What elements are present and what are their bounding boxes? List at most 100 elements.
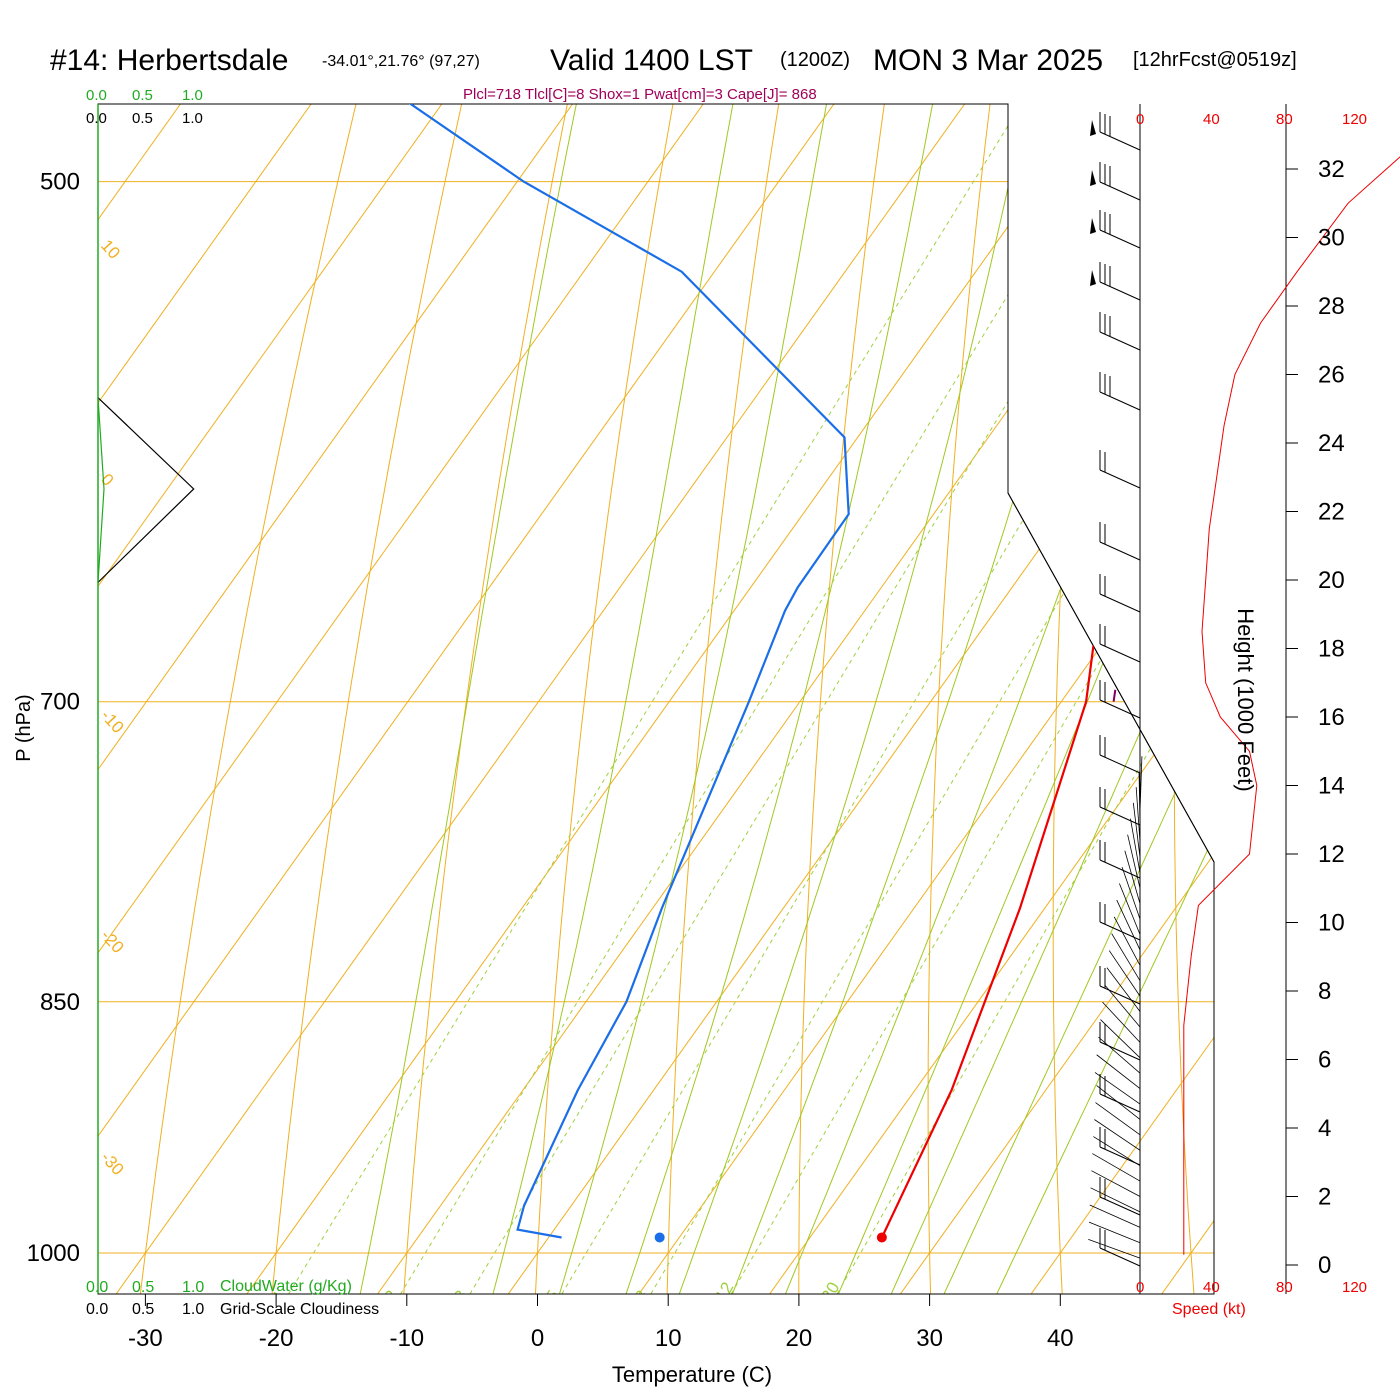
dewpoint-line: [309, 104, 1002, 1239]
isotherm-line: [98, 104, 312, 1294]
pressure-tick-label: 500: [40, 169, 80, 196]
valid-date: MON 3 Mar 2025: [873, 44, 1103, 77]
wind-barb: [1104, 984, 1141, 1028]
height-tick-label: 28: [1318, 293, 1345, 320]
wind-barb: [1127, 834, 1141, 889]
cloudwater-top-0: 0.0: [86, 87, 107, 104]
mixing-ratio-line: [267, 104, 1188, 1294]
forecast-info: [12hrFcst@0519z]: [1133, 49, 1297, 71]
wind-barb: [1088, 1238, 1141, 1259]
station-title: #14: Herbertsdale: [50, 44, 288, 77]
wind-barb: [1099, 131, 1141, 151]
speed-bottom-120: 120: [1342, 1279, 1367, 1296]
cloudiness-top-0: 0.0: [86, 110, 107, 127]
isotherm-line: [98, 104, 835, 1294]
cloudwater-marker: [97, 397, 105, 583]
speed-top-0: 0: [1136, 111, 1144, 128]
height-tick-label: 18: [1318, 636, 1345, 663]
wind-barb: [1102, 1001, 1141, 1043]
wind-barb: [1130, 818, 1141, 873]
cloudwater-top-05: 0.5: [132, 87, 153, 104]
wind-barb: [1099, 331, 1141, 351]
pressure-tick-label: 850: [40, 989, 80, 1016]
temperature-tick-label: 20: [786, 1325, 813, 1352]
height-tick-label: 10: [1318, 910, 1345, 937]
height-tick-label: 20: [1318, 567, 1345, 594]
wind-barb: [1099, 985, 1141, 1005]
speed-bottom-40: 40: [1203, 1279, 1220, 1296]
speed-bottom-80: 80: [1276, 1279, 1293, 1296]
wind-barb: [1099, 859, 1141, 879]
moist-adiabat: [666, 104, 1214, 1294]
mixing-ratio-label: 8: [631, 1287, 652, 1305]
wind-barb: [1119, 883, 1141, 935]
wind-barbs: [1088, 112, 1143, 1267]
dry-adiabat: [927, 104, 1176, 1294]
wind-barb: [1099, 643, 1141, 663]
pressure-tick-label: 700: [40, 689, 80, 716]
zulu-time: (1200Z): [780, 49, 850, 71]
wind-speed-profile: [1183, 156, 1400, 1255]
wind-barb: [1094, 1119, 1141, 1151]
isotherm-line: [98, 104, 443, 1294]
height-tick-label: 32: [1318, 156, 1345, 183]
height-tick-label: 2: [1318, 1184, 1331, 1211]
wind-barb: [1088, 1221, 1141, 1244]
surface-dewpoint-dot: [654, 1232, 665, 1243]
isotherm-line: [507, 104, 1214, 1294]
moist-adiabat: [823, 104, 1214, 1294]
height-tick-label: 24: [1318, 430, 1345, 457]
isotherm-line: [1030, 104, 1214, 1294]
pressure-tick-label: 1000: [27, 1240, 80, 1267]
mixing-ratio-label: 2: [381, 1287, 402, 1305]
mixing-ratio-line: [448, 104, 1214, 1294]
wind-barb: [1099, 593, 1141, 613]
wind-barb: [1132, 802, 1141, 858]
cloud-scales: 0.0 0.5 1.0 0.0 0.5 1.0 0.0 0.5 1.0 Clou…: [86, 87, 379, 1318]
height-tick-label: 4: [1318, 1115, 1331, 1142]
wind-barb: [1099, 1247, 1141, 1267]
wind-barb: [1099, 754, 1141, 774]
cloudiness-bottom-0: 0.0: [86, 1301, 108, 1318]
speed-bottom-0: 0: [1136, 1279, 1144, 1296]
cloudwater-top-1: 1.0: [182, 87, 203, 104]
station-coords: -34.01°,21.76° (97,27): [322, 53, 480, 70]
height-tick-label: 14: [1318, 773, 1345, 800]
mixing-ratio-line: [379, 104, 1214, 1294]
wind-barb: [1099, 541, 1141, 561]
x-axis-title: Temperature (C): [612, 1362, 772, 1387]
height-tick-label: 0: [1318, 1252, 1331, 1279]
wind-barb: [1099, 1196, 1141, 1216]
wind-barb: [1108, 950, 1141, 997]
dry-adiabat: [798, 104, 1089, 1294]
wind-barb: [1111, 933, 1141, 981]
isotherm-line: [638, 104, 1214, 1294]
cloudwater-bottom-0: 0.0: [86, 1279, 108, 1296]
cloudiness-triangle: [97, 397, 195, 583]
isotherm-label: 10: [97, 236, 124, 263]
wind-barb: [1090, 1187, 1141, 1213]
height-tick-label: 16: [1318, 704, 1345, 731]
moist-adiabat: [927, 104, 1214, 1294]
height-scale-edge: [1007, 492, 1215, 863]
isotherm-line: [98, 104, 704, 1294]
wind-barb-pennant: [1090, 218, 1096, 234]
wind-barb: [1099, 469, 1141, 489]
stability-indices: Plcl=718 Tlcl[C]=8 Shox=1 Pwat[cm]=3 Cap…: [463, 86, 817, 103]
wind-barb: [1099, 806, 1141, 826]
mixing-ratio-line: [630, 104, 1214, 1294]
wind-barb: [1096, 1054, 1141, 1089]
cloudiness-bottom-05: 0.5: [132, 1301, 154, 1318]
wind-barb: [1099, 1041, 1141, 1061]
wind-barb: [1116, 899, 1141, 951]
mixing-ratio-line: [817, 104, 1214, 1294]
height-axis-title: Height (1000 Feet): [1233, 608, 1258, 791]
isotherm-label: -10: [97, 706, 128, 737]
temperature-line: [880, 104, 1214, 1238]
valid-time: Valid 1400 LST: [550, 44, 753, 77]
temperature-tick-label: 0: [531, 1325, 544, 1352]
isotherm-line: [1292, 104, 1400, 1294]
cloudiness-bottom-1: 1.0: [182, 1301, 204, 1318]
wind-barb: [1093, 1136, 1141, 1167]
